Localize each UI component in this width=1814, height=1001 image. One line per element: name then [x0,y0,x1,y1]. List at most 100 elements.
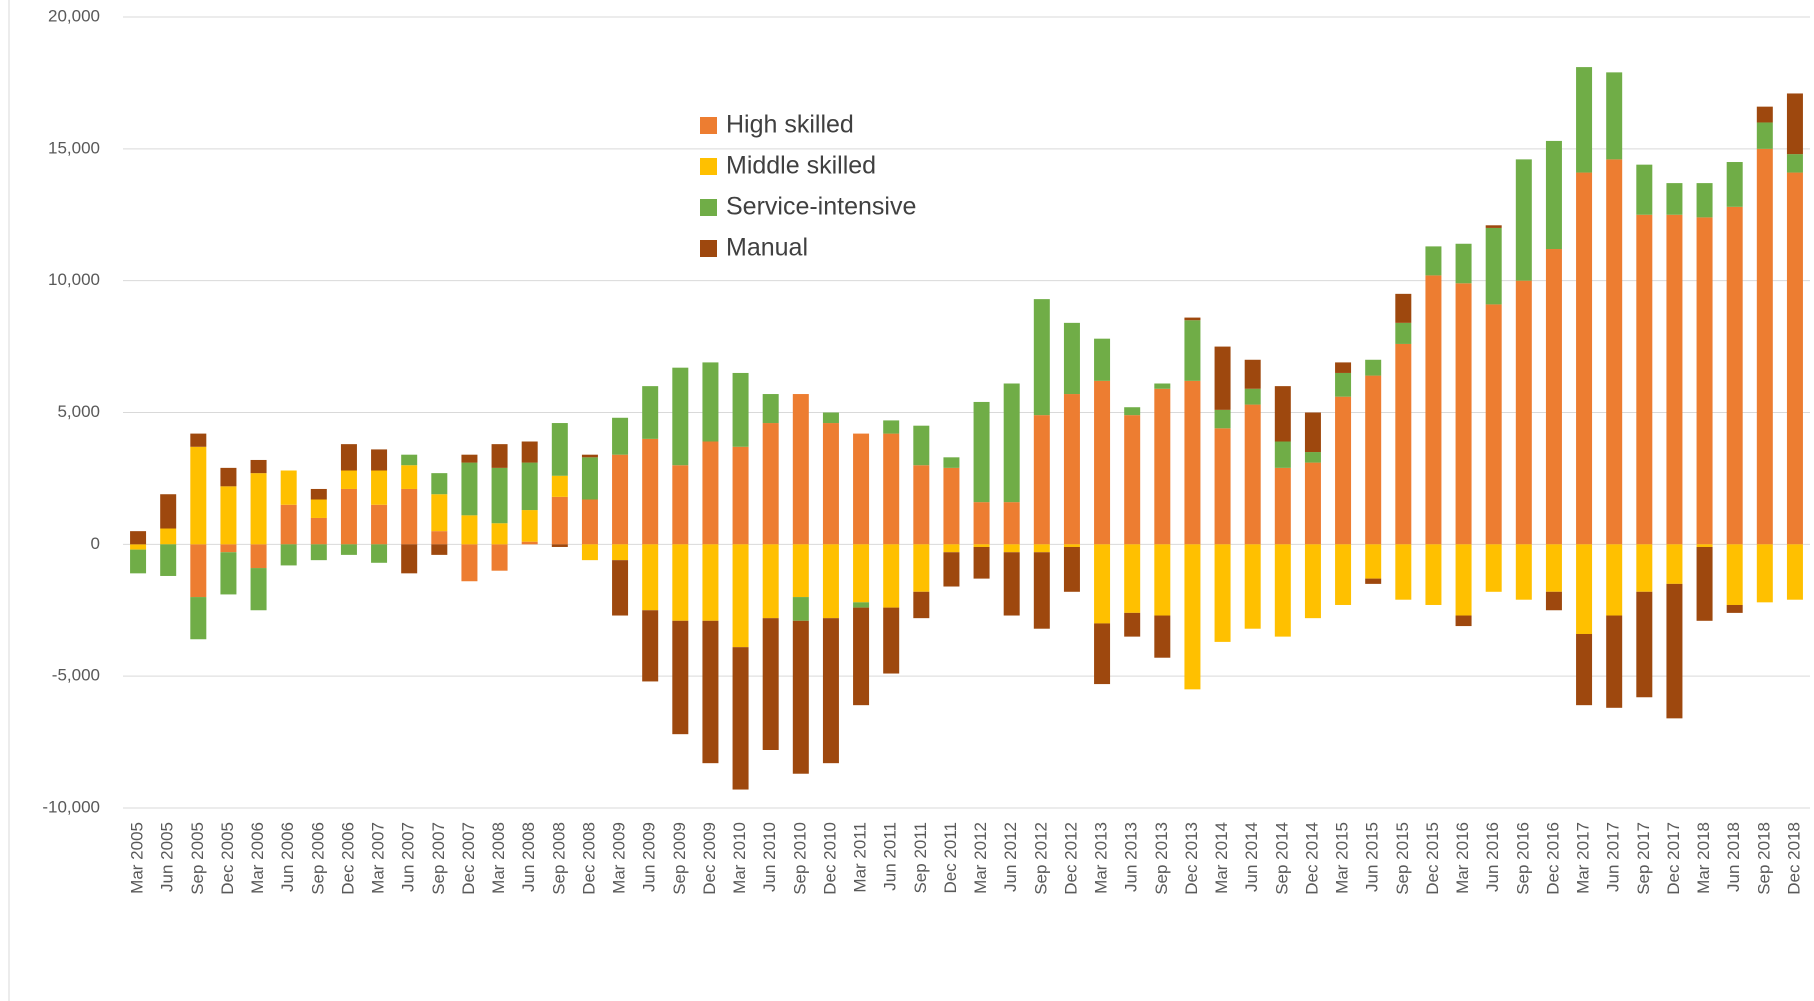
bar-segment [551,496,568,545]
y-tick-label: 10,000 [48,270,100,289]
x-tick-label: Sep 2006 [308,822,327,895]
bar-segment [1184,544,1201,690]
bar-segment [461,462,478,516]
x-tick-label: Sep 2018 [1754,822,1773,895]
x-tick-label: Sep 2013 [1152,822,1171,895]
bar-segment [1335,372,1352,397]
x-tick-label: Dec 2013 [1182,822,1201,895]
bar-segment [1756,122,1773,149]
x-tick-label: Jun 2018 [1724,822,1743,892]
bar-segment [883,544,900,608]
bar-segment [642,438,659,545]
bar-segment [1576,633,1593,706]
bar-segment [461,515,478,545]
x-tick-label: Sep 2005 [188,822,207,895]
bar-segment [1154,544,1171,616]
bar-segment [1274,441,1291,468]
bar-segment [250,568,267,611]
x-tick-label: Mar 2006 [248,822,267,894]
bar-segment [913,544,930,592]
bar-segment [702,441,719,545]
bar-segment [1636,544,1653,592]
bar-segment [521,462,538,511]
bar-segment [822,618,839,764]
x-tick-label: Dec 2017 [1664,822,1683,895]
bar-segment [762,544,779,619]
bar-segment [1786,544,1803,600]
x-tick-label: Mar 2009 [610,822,629,894]
bar-segment [220,544,237,553]
bar-segment [310,499,327,518]
bar-segment [1214,544,1231,642]
bar-segment [491,467,508,524]
x-tick-label: Sep 2012 [1031,822,1050,895]
bar-segment [1726,604,1743,613]
x-tick-label: Mar 2015 [1333,822,1352,894]
bar-segment [371,544,388,563]
bar-segment [1094,623,1111,685]
bar-segment [1576,67,1593,173]
bar-segment [1244,359,1261,389]
bar-segment [250,544,267,569]
bar-segment [973,544,990,547]
bar-segment [340,544,357,555]
bar-segment [340,470,357,489]
x-tick-label: Mar 2008 [489,822,508,894]
bar-segment [1244,544,1261,629]
bar-segment [461,454,478,463]
x-tick-label: Dec 2012 [1061,822,1080,895]
bar-segment [1515,280,1532,545]
x-tick-label: Dec 2009 [700,822,719,895]
bar-segment [792,544,809,598]
x-tick-label: Sep 2009 [670,822,689,895]
bar-segment [642,610,659,682]
x-tick-label: Sep 2008 [549,822,568,895]
bar-segment [1154,388,1171,545]
bar-segment [250,459,267,474]
bar-segment [1666,183,1683,215]
bar-segment [1094,338,1111,381]
bar-segment [672,465,689,545]
x-tick-label: Mar 2011 [851,822,870,893]
x-tick-label: Jun 2007 [399,822,418,892]
bar-segment [160,494,177,529]
bar-segment [853,602,870,608]
x-tick-label: Dec 2018 [1784,822,1803,895]
bar-segment [431,544,448,555]
x-tick-label: Jun 2010 [760,822,779,892]
legend-label: Service-intensive [726,193,916,221]
bar-segment [1274,544,1291,637]
bar-segment [1124,612,1141,637]
bar-segment [1545,140,1562,250]
x-tick-label: Dec 2006 [338,822,357,895]
bar-segment [190,544,207,598]
x-tick-label: Mar 2012 [971,822,990,894]
bar-segment [1515,159,1532,281]
bar-segment [220,552,237,595]
bar-segment [672,367,689,466]
bar-segment [551,544,568,547]
y-tick-label: -5,000 [52,666,100,685]
bar-segment [371,504,388,545]
bar-segment [581,457,598,500]
bar-segment [822,423,839,545]
bar-segment [853,544,870,603]
bar-segment [973,401,990,503]
x-tick-label: Dec 2007 [459,822,478,895]
bar-segment [581,499,598,545]
bar-segment [1455,544,1472,616]
bar-segment [1365,544,1382,579]
bar-segment [1184,380,1201,545]
bar-segment [1124,544,1141,613]
bar-segment [220,486,237,545]
bar-segment [1033,415,1050,545]
bar-segment [1124,407,1141,416]
bar-segment [1214,428,1231,545]
bar-segment [581,454,598,458]
legend-swatch [700,199,717,216]
bar-segment [732,446,749,545]
bar-segment [280,470,297,505]
bar-segment [280,544,297,566]
bar-segment [521,510,538,542]
